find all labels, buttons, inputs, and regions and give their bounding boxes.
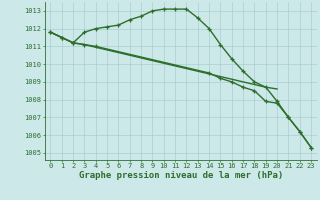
X-axis label: Graphe pression niveau de la mer (hPa): Graphe pression niveau de la mer (hPa) [79,171,283,180]
